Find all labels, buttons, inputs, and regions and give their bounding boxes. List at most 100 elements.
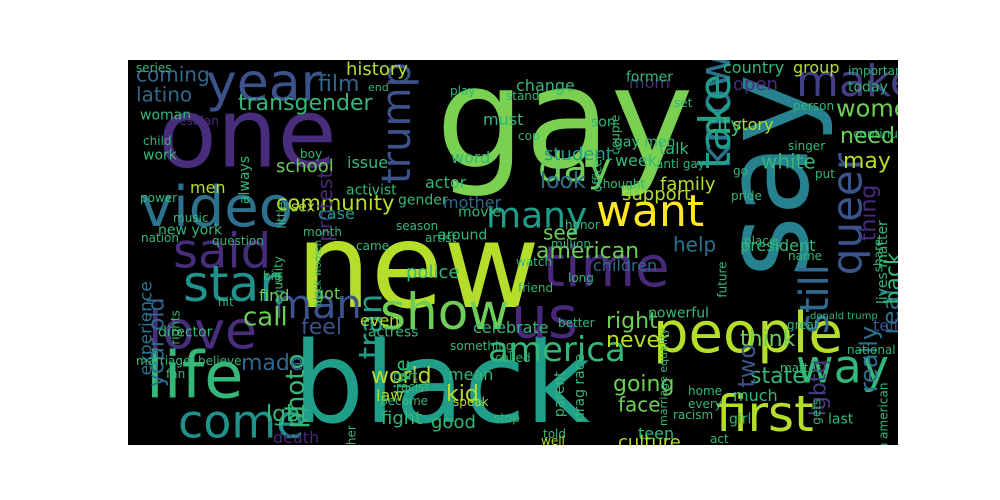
cloud-word-better: better xyxy=(558,316,595,330)
cloud-word-little: little xyxy=(275,202,289,229)
cloud-word-stand: stand xyxy=(506,89,540,103)
cloud-word-fight: fight xyxy=(381,408,422,429)
cloud-word-gay-men: gay men xyxy=(614,134,675,150)
cloud-word-men: men xyxy=(190,178,226,197)
cloud-word-really: really xyxy=(855,326,883,392)
cloud-word-show: show xyxy=(380,283,509,341)
cloud-word-man: man xyxy=(273,282,362,328)
cloud-word-celebrate: celebrate xyxy=(473,318,549,337)
cloud-word-white: white xyxy=(761,149,816,173)
cloud-word-place: place xyxy=(744,234,776,248)
cloud-word-boy: boy xyxy=(300,147,322,161)
cloud-word-time: time xyxy=(543,235,670,300)
cloud-word-world: world xyxy=(371,364,432,389)
cloud-word-american: american xyxy=(536,239,639,264)
cloud-word-change: change xyxy=(516,76,575,95)
cloud-word-latino: latino xyxy=(136,82,192,106)
cloud-word-today: today xyxy=(848,79,888,95)
cloud-word-share: share xyxy=(872,239,886,272)
cloud-word-mom: mom xyxy=(629,73,670,92)
cloud-word-open: open xyxy=(733,74,778,95)
cloud-word-may: may xyxy=(843,149,891,174)
cloud-word-see: see xyxy=(543,220,578,244)
cloud-word-go: go xyxy=(733,164,748,178)
cloud-word-way: way xyxy=(796,340,889,394)
cloud-word-marriage: marriage xyxy=(136,354,190,368)
cloud-word-something: something xyxy=(450,339,514,353)
cloud-word-video: video xyxy=(140,175,293,240)
cloud-word-continue: continue xyxy=(853,127,898,141)
cloud-word-question: question xyxy=(212,234,264,248)
cloud-word-nation: nation xyxy=(141,231,179,245)
cloud-word-honor: honor xyxy=(565,218,600,232)
cloud-word-queer: queer xyxy=(823,152,872,275)
cloud-word-friend: friend xyxy=(518,281,553,295)
cloud-word-live: live xyxy=(390,359,414,394)
cloud-word-black-women: black women xyxy=(313,240,324,306)
cloud-word-set: set xyxy=(674,96,693,110)
cloud-word-talk: talk xyxy=(659,139,690,158)
cloud-word-always: always xyxy=(237,156,253,204)
cloud-word-drag-race: drag race xyxy=(572,354,588,421)
cloud-word-make: make xyxy=(796,60,898,107)
cloud-word-never: never xyxy=(606,328,670,353)
cloud-word-need: need xyxy=(840,124,895,149)
cloud-word-put: put xyxy=(815,167,835,181)
cloud-word-last: last xyxy=(828,411,854,427)
cloud-word-big: big xyxy=(263,269,282,283)
cloud-word-children: children xyxy=(593,256,657,275)
cloud-word-going: going xyxy=(613,372,674,397)
cloud-word-group: group xyxy=(793,60,839,77)
word-cloud-panel: gay new one black say year people time want video… xyxy=(128,60,898,445)
cloud-word-us: us xyxy=(511,284,578,352)
cloud-word-work: work xyxy=(143,147,178,163)
cloud-word-season: season xyxy=(396,219,438,233)
cloud-word-star: star xyxy=(183,255,280,313)
cloud-word-much: much xyxy=(733,386,778,405)
cloud-word-gay: gay xyxy=(436,60,694,201)
cloud-word-community: community xyxy=(276,191,394,215)
cloud-word-lgbtq: lgbtq xyxy=(807,360,832,417)
cloud-word-actor: actor xyxy=(425,173,467,192)
cloud-word-act: act xyxy=(710,432,729,445)
cloud-word-well: well xyxy=(541,434,565,445)
cloud-word-home: home xyxy=(688,384,722,398)
cloud-word-transgender: transgender xyxy=(238,91,374,116)
cloud-word-mean: mean xyxy=(448,365,493,384)
cloud-word-become: become xyxy=(380,394,428,408)
cloud-word-lgbt: lgbt xyxy=(266,402,309,427)
cloud-word-help: help xyxy=(673,232,716,256)
cloud-word-new-york: new york xyxy=(158,222,223,238)
cloud-word-every: every xyxy=(688,397,722,411)
cloud-word-lives-matter: lives matter xyxy=(875,220,891,304)
cloud-word-photo: photo xyxy=(281,354,311,429)
cloud-word-hit: hit xyxy=(218,295,234,309)
cloud-word-came: came xyxy=(356,239,389,253)
cloud-word-woman: woman xyxy=(140,107,191,123)
cloud-word-even: even xyxy=(360,311,399,330)
cloud-word-sex: sex xyxy=(291,199,315,215)
cloud-word-protest: protest xyxy=(313,171,337,242)
cloud-word-want: want xyxy=(596,186,704,237)
cloud-word-parent: parent xyxy=(552,371,568,417)
cloud-word-around: around xyxy=(438,227,487,243)
cloud-word-country: country xyxy=(723,60,784,77)
cloud-word-teen: teen xyxy=(638,424,674,443)
cloud-word-call: call xyxy=(243,302,288,332)
cloud-word-equality: equality xyxy=(272,256,286,304)
cloud-word-powerful: powerful xyxy=(648,305,709,321)
cloud-word-say: say xyxy=(697,74,835,278)
cloud-word-family: family xyxy=(660,174,716,195)
cloud-word-end: end xyxy=(368,81,389,94)
cloud-word-stop: stop xyxy=(494,411,520,425)
cloud-word-activist: activist xyxy=(346,182,397,198)
cloud-word-month: month xyxy=(303,225,342,239)
cloud-word-national: national xyxy=(847,343,896,357)
cloud-word-director: director xyxy=(158,324,213,340)
cloud-word-gets: gets xyxy=(810,399,824,425)
cloud-word-week: week xyxy=(615,151,658,170)
cloud-word-movie: movie xyxy=(458,204,501,220)
cloud-word-experience: experience xyxy=(137,281,157,375)
cloud-word-got: got xyxy=(314,284,340,303)
